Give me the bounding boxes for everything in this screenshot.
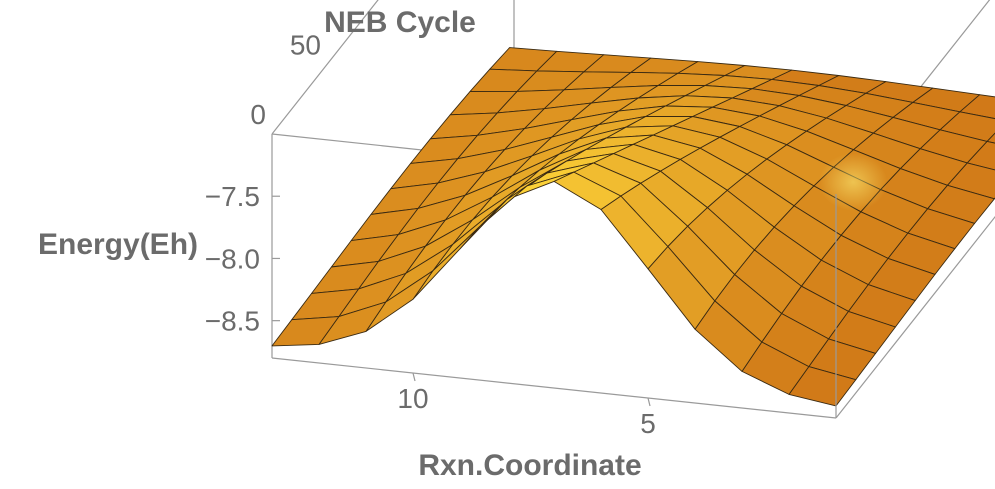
x-tick-label: 5	[640, 408, 656, 439]
y-tick-label: 50	[290, 29, 321, 60]
box-edge-top-left	[271, 0, 379, 135]
y-tick-label: 0	[250, 99, 266, 130]
box-edge-front-bottom	[271, 357, 837, 419]
surface-highlight	[705, 110, 895, 270]
x-axis-label: Rxn.Coordinate	[418, 449, 641, 482]
x-tick-mark	[412, 372, 416, 382]
z-tick-label: −8.5	[205, 306, 260, 337]
y-axis-label: NEB Cycle	[324, 6, 476, 39]
x-tick-label: 10	[397, 383, 428, 414]
z-tick-label: −8.0	[205, 243, 260, 274]
box-edge-right-bottom	[835, 215, 995, 419]
energy-surface	[271, 47, 995, 407]
z-axis-label: Energy(Eh)	[38, 228, 198, 261]
bounding-box-front	[271, 194, 995, 419]
axis-ticks: 510050100150200−7.5−8.0−8.5	[205, 29, 656, 439]
z-tick-label: −7.5	[205, 181, 260, 212]
surface-patch	[271, 316, 340, 347]
x-tick-mark	[647, 397, 651, 407]
